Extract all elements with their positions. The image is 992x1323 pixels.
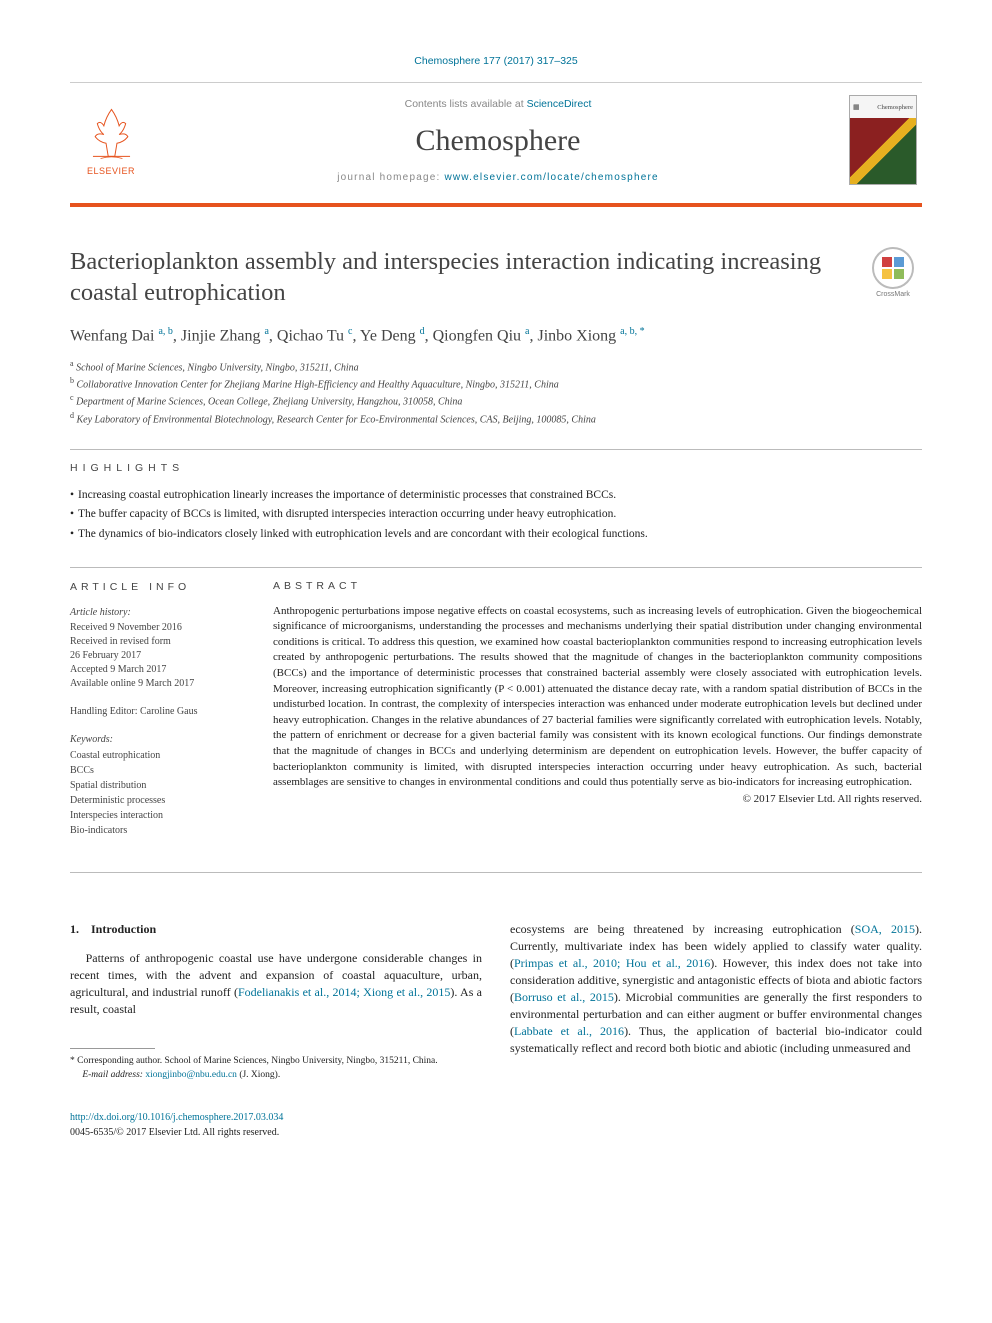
crossmark-icon: [880, 255, 906, 281]
contents-lists-line: Contents lists available at ScienceDirec…: [147, 98, 849, 110]
section-rule: [70, 872, 922, 873]
abstract-column: abstract Anthropogenic perturbations imp…: [273, 580, 922, 853]
history-line: 26 February 2017: [70, 649, 245, 663]
keyword-item: Interspecies interaction: [70, 808, 245, 823]
intro-paragraph-right: ecosystems are being threatened by incre…: [510, 921, 922, 1057]
keyword-item: Coastal eutrophication: [70, 748, 245, 763]
abstract-heading: abstract: [273, 580, 922, 592]
corresponding-email-link[interactable]: xiongjinbo@nbu.edu.cn: [145, 1070, 237, 1080]
crossmark-badge[interactable]: CrossMark: [864, 247, 922, 305]
cover-journal-label: Chemosphere: [877, 104, 913, 111]
email-footnote: E-mail address: xiongjinbo@nbu.edu.cn (J…: [70, 1069, 482, 1082]
article-title: Bacterioplankton assembly and interspeci…: [70, 247, 864, 308]
affiliation-line: d Key Laboratory of Environmental Biotec…: [70, 410, 922, 427]
footnote-separator: [70, 1048, 155, 1049]
citation-link[interactable]: Labbate et al., 2016: [514, 1024, 624, 1038]
contents-prefix: Contents lists available at: [405, 98, 527, 110]
article-info-column: article info Article history: Received 9…: [70, 580, 245, 853]
highlight-item: Increasing coastal eutrophication linear…: [70, 486, 922, 506]
highlight-item: The buffer capacity of BCCs is limited, …: [70, 505, 922, 525]
issn-copyright: 0045-6535/© 2017 Elsevier Ltd. All right…: [70, 1127, 279, 1138]
highlights-heading: highlights: [70, 462, 922, 474]
elsevier-logo: ELSEVIER: [75, 104, 147, 176]
citation-header: Chemosphere 177 (2017) 317–325: [70, 55, 922, 67]
doi-link[interactable]: http://dx.doi.org/10.1016/j.chemosphere.…: [70, 1112, 283, 1123]
section-rule: [70, 567, 922, 568]
homepage-prefix: journal homepage:: [337, 172, 444, 183]
keyword-item: Bio-indicators: [70, 823, 245, 838]
keyword-item: Deterministic processes: [70, 793, 245, 808]
affiliation-line: b Collaborative Innovation Center for Zh…: [70, 375, 922, 392]
journal-masthead: ELSEVIER Contents lists available at Sci…: [70, 82, 922, 207]
highlight-item: The dynamics of bio-indicators closely l…: [70, 525, 922, 545]
journal-homepage-link[interactable]: www.elsevier.com/locate/chemosphere: [444, 172, 658, 183]
journal-cover-thumbnail: ▦ Chemosphere: [849, 95, 917, 185]
section-rule: [70, 449, 922, 450]
abstract-copyright: © 2017 Elsevier Ltd. All rights reserved…: [273, 793, 922, 805]
highlights-list: Increasing coastal eutrophication linear…: [70, 486, 922, 545]
publisher-name: ELSEVIER: [87, 166, 135, 176]
article-info-heading: article info: [70, 580, 245, 595]
body-left-column: 1. Introduction Patterns of anthropogeni…: [70, 921, 482, 1082]
elsevier-tree-icon: [84, 104, 139, 164]
email-suffix: (J. Xiong).: [239, 1070, 280, 1080]
affiliation-line: c Department of Marine Sciences, Ocean C…: [70, 392, 922, 409]
citation-link[interactable]: Primpas et al., 2010; Hou et al., 2016: [514, 956, 710, 970]
intro-paragraph-left: Patterns of anthropogenic coastal use ha…: [70, 950, 482, 1018]
keywords-label: Keywords:: [70, 733, 245, 747]
author-list: Wenfang Dai a, b, Jinjie Zhang a, Qichao…: [70, 326, 922, 345]
history-line: Received in revised form: [70, 635, 245, 649]
citation-link[interactable]: SOA, 2015: [855, 922, 915, 936]
page-footer: http://dx.doi.org/10.1016/j.chemosphere.…: [70, 1110, 922, 1140]
crossmark-label: CrossMark: [876, 291, 910, 298]
citation-link[interactable]: Borruso et al., 2015: [514, 990, 614, 1004]
email-label: E-mail address:: [82, 1070, 143, 1080]
body-right-column: ecosystems are being threatened by incre…: [510, 921, 922, 1082]
keyword-item: BCCs: [70, 763, 245, 778]
corresponding-author-footnote: * Corresponding author. School of Marine…: [70, 1055, 482, 1068]
citation-link[interactable]: Fodelianakis et al., 2014; Xiong et al.,…: [238, 985, 450, 999]
abstract-text: Anthropogenic perturbations impose negat…: [273, 604, 922, 791]
affiliations-block: a School of Marine Sciences, Ningbo Univ…: [70, 358, 922, 427]
section-heading-intro: 1. Introduction: [70, 921, 482, 938]
history-line: Received 9 November 2016: [70, 621, 245, 635]
article-history-label: Article history:: [70, 606, 245, 620]
journal-homepage-line: journal homepage: www.elsevier.com/locat…: [147, 172, 849, 183]
keyword-item: Spatial distribution: [70, 778, 245, 793]
affiliation-line: a School of Marine Sciences, Ningbo Univ…: [70, 358, 922, 375]
history-line: Accepted 9 March 2017: [70, 663, 245, 677]
handling-editor: Handling Editor: Caroline Gaus: [70, 705, 245, 719]
section-title: Introduction: [91, 922, 156, 936]
section-number: 1.: [70, 922, 79, 936]
journal-name: Chemosphere: [147, 124, 849, 158]
history-line: Available online 9 March 2017: [70, 677, 245, 691]
sciencedirect-link[interactable]: ScienceDirect: [527, 98, 592, 110]
